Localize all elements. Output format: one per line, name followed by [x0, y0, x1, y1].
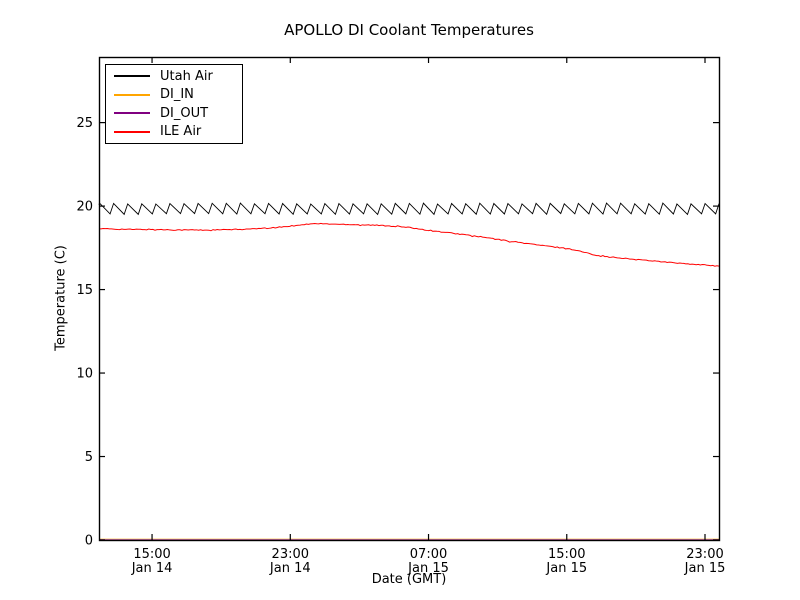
legend-item-ile-air: ILE Air: [106, 123, 242, 140]
ile-air-line-swatch: [114, 130, 150, 133]
legend-item-di-in: DI_IN: [106, 86, 242, 103]
legend-label: Utah Air: [160, 68, 213, 84]
legend-label: DI_IN: [160, 87, 194, 103]
x-tick-label-time: 23:00: [272, 547, 309, 562]
legend: Utah Air DI_IN DI_OUT ILE Air: [105, 64, 243, 144]
x-axis-label: Date (GMT): [371, 572, 447, 587]
axes-spines: [98, 56, 721, 542]
di-out-line-swatch: [114, 112, 150, 115]
di-in-line-swatch: [114, 93, 150, 96]
x-tick-label-time: 23:00: [686, 547, 723, 562]
axis-ticks: [99, 57, 719, 541]
x-tick-label-date: Jan 15: [684, 561, 726, 576]
plot-border: [98, 56, 721, 542]
series-lines: [98, 202, 720, 541]
y-tick-label: 20: [76, 200, 93, 215]
x-tick-label-time: 07:00: [410, 547, 447, 562]
x-tick-label-date: Jan 14: [131, 561, 173, 576]
x-tick-label-date: Jan 14: [269, 561, 311, 576]
legend-item-di-out: DI_OUT: [106, 105, 242, 122]
ile-air-line: [98, 222, 720, 267]
utah-air-line-swatch: [114, 75, 150, 78]
y-axis-label: Temperature (C): [53, 245, 69, 351]
y-tick-label: 15: [76, 283, 93, 298]
x-tick-label-time: 15:00: [548, 547, 585, 562]
y-tick-label: 5: [85, 450, 93, 465]
x-tick-label-date: Jan 15: [407, 561, 449, 576]
legend-label: ILE Air: [160, 124, 202, 140]
chart-title: APOLLO DI Coolant Temperatures: [284, 21, 534, 39]
y-tick-label: 0: [85, 534, 93, 549]
y-tick-label: 25: [76, 116, 93, 131]
legend-label: DI_OUT: [160, 105, 209, 121]
x-tick-label-date: Jan 15: [545, 561, 587, 576]
legend-item-utah-air: Utah Air: [106, 68, 242, 85]
y-tick-label: 10: [76, 367, 93, 382]
utah-air-line: [98, 202, 720, 216]
x-tick-label-time: 15:00: [133, 547, 170, 562]
